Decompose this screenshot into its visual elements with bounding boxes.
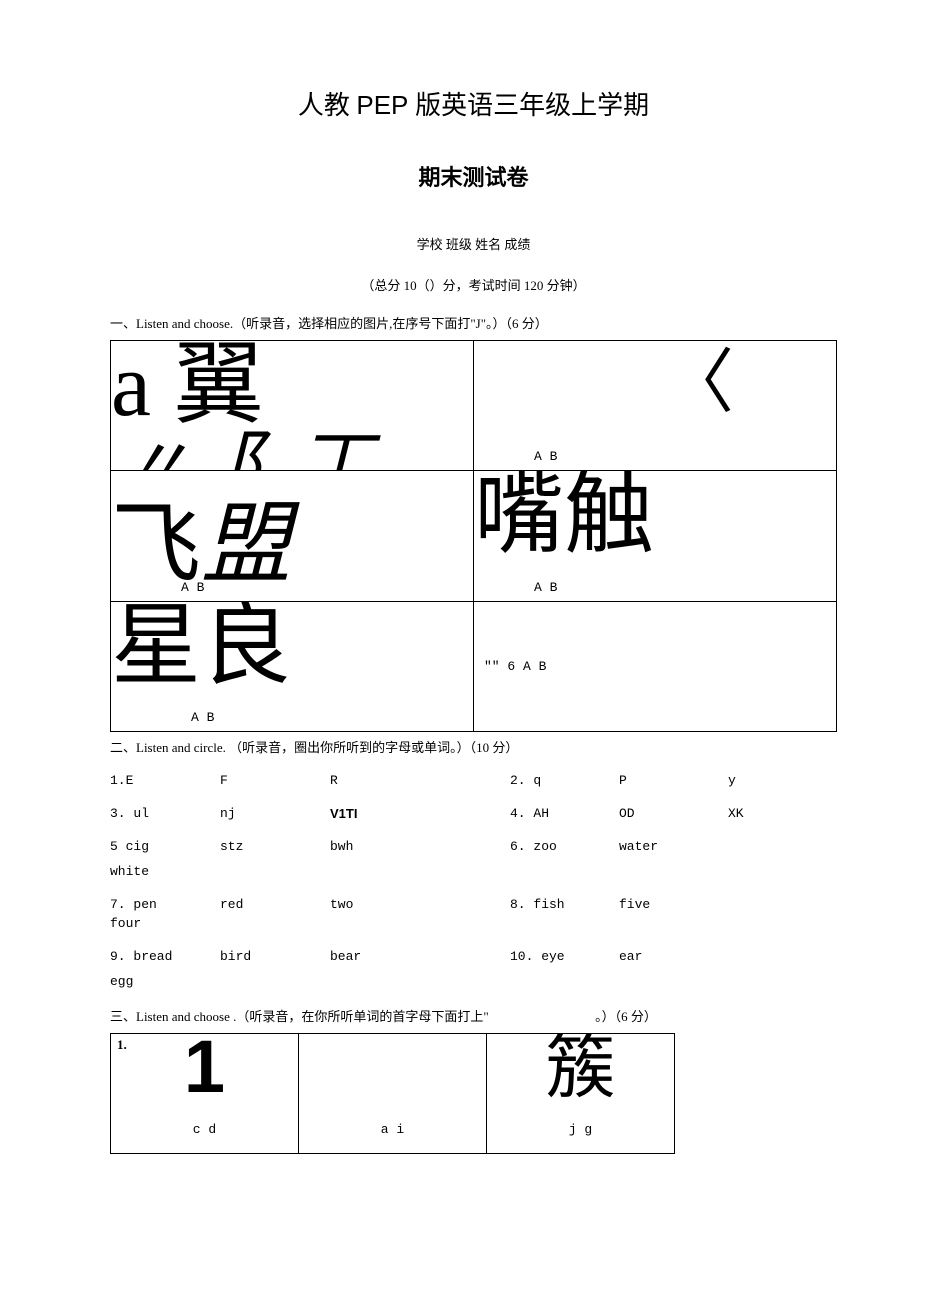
grid1-r2c1: 飞盟 A B	[111, 470, 474, 601]
s2-cell: XK	[728, 806, 837, 821]
ab-label: A B	[181, 580, 204, 595]
s3-heading-b: 。）（6 分）	[595, 1009, 657, 1024]
ab-label: A B	[534, 449, 557, 464]
s2-cell: P	[619, 773, 728, 788]
s2-overflow: white	[110, 864, 149, 879]
s2-cell: nj	[220, 806, 330, 821]
s2-cell	[728, 949, 837, 964]
s2-cell: bird	[220, 949, 330, 964]
s2-cell: ear	[619, 949, 728, 964]
cell-label: a i	[299, 1118, 486, 1137]
s2-cell: 3. ul	[110, 806, 220, 821]
grid1-r2c2: 嘴触 A B	[474, 470, 837, 601]
section3-heading: 三、Listen and choose .（听录音，在你所听单词的首字母下面打上…	[110, 1007, 837, 1028]
grid1-r3c2: "" 6 A B	[474, 601, 837, 731]
s2-cell: stz	[220, 839, 330, 854]
s2-cell: water	[619, 839, 728, 854]
s2-cell: y	[728, 773, 837, 788]
glyph-meng: 盟	[201, 496, 291, 595]
s2-overflow: egg	[110, 974, 133, 989]
s2-cell: 10. eye	[510, 949, 619, 964]
cell-label: j g	[487, 1118, 674, 1137]
s2-cell: 6. zoo	[510, 839, 619, 854]
s2-cell: V1TI	[330, 806, 440, 821]
meta-score: （总分 10（）分，考试时间 120 分钟）	[110, 275, 837, 294]
s2-cell: 7. pen	[110, 897, 220, 912]
main-title: 人教 PEP 版英语三年级上学期	[110, 85, 837, 122]
grid3-c2: a i	[299, 1034, 487, 1154]
section3-grid: 1. 1 c d a i 簇 j g	[110, 1033, 675, 1154]
title-pre: 人教	[298, 91, 357, 120]
cell-label: c d	[111, 1118, 298, 1137]
s2-cell: five	[619, 897, 728, 912]
s2-overflow: four	[110, 916, 141, 931]
grid1-r3c1: 星良 A B	[111, 601, 474, 731]
s2-cell: 2. q	[510, 773, 619, 788]
s2-cell: red	[220, 897, 330, 912]
grid3-c3: 簇 j g	[487, 1034, 675, 1154]
title-pep: PEP	[356, 90, 415, 120]
s2-cell	[728, 839, 837, 854]
s2-cell: bear	[330, 949, 440, 964]
s3-heading-a: 三、Listen and choose .（听录音，在你所听单词的首字母下面打上…	[110, 1009, 489, 1024]
s2-cell: 5 cig	[110, 839, 220, 854]
ab-label: A B	[191, 710, 214, 725]
s2-cell: R	[330, 773, 440, 788]
s2-cell: 4. AH	[510, 806, 619, 821]
s2-cell: F	[220, 773, 330, 788]
meta-fields: 学校 班级 姓名 成绩	[110, 234, 837, 253]
ab-label: A B	[534, 580, 557, 595]
s2-cell: 9. bread	[110, 949, 220, 964]
section2-heading: 二、Listen and circle. （听录音，圈出你所听到的字母或单词。）…	[110, 738, 837, 759]
section1-heading: 一、Listen and choose.（听录音，选择相应的图片,在序号下面打"…	[110, 314, 837, 335]
subtitle: 期末测试卷	[110, 160, 837, 192]
s2-cell: 8. fish	[510, 897, 619, 912]
s2-cell	[728, 897, 837, 912]
glyph-jian: 簇	[546, 1034, 616, 1104]
glyph-mouth: 嘴触	[474, 470, 654, 565]
angle-bracket: 〈	[664, 349, 734, 419]
r3c2-text: "" 6 A B	[474, 659, 836, 674]
section2-body: 1.E F R 2. q P y 3. ul nj V1TI 4. AH OD …	[110, 773, 837, 989]
s2-cell: 1.E	[110, 773, 220, 788]
s2-cell: OD	[619, 806, 728, 821]
section1-grid: a 翼 〃 阝丅 〈 A B 飞盟 A B 嘴触 A B	[110, 340, 837, 732]
grid1-r1c2: 〈 A B	[474, 340, 837, 470]
grid3-c1: 1. 1 c d	[111, 1034, 299, 1154]
grid1-r1c1: a 翼 〃 阝丅	[111, 340, 474, 470]
title-post: 版英语三年级上学期	[415, 91, 649, 120]
glyph-star: 星良	[111, 601, 291, 696]
partial-glyphs: 〃 阝丅	[119, 405, 377, 471]
s2-cell: bwh	[330, 839, 440, 854]
big-digit: 1	[184, 1034, 225, 1104]
s2-cell: two	[330, 897, 440, 912]
